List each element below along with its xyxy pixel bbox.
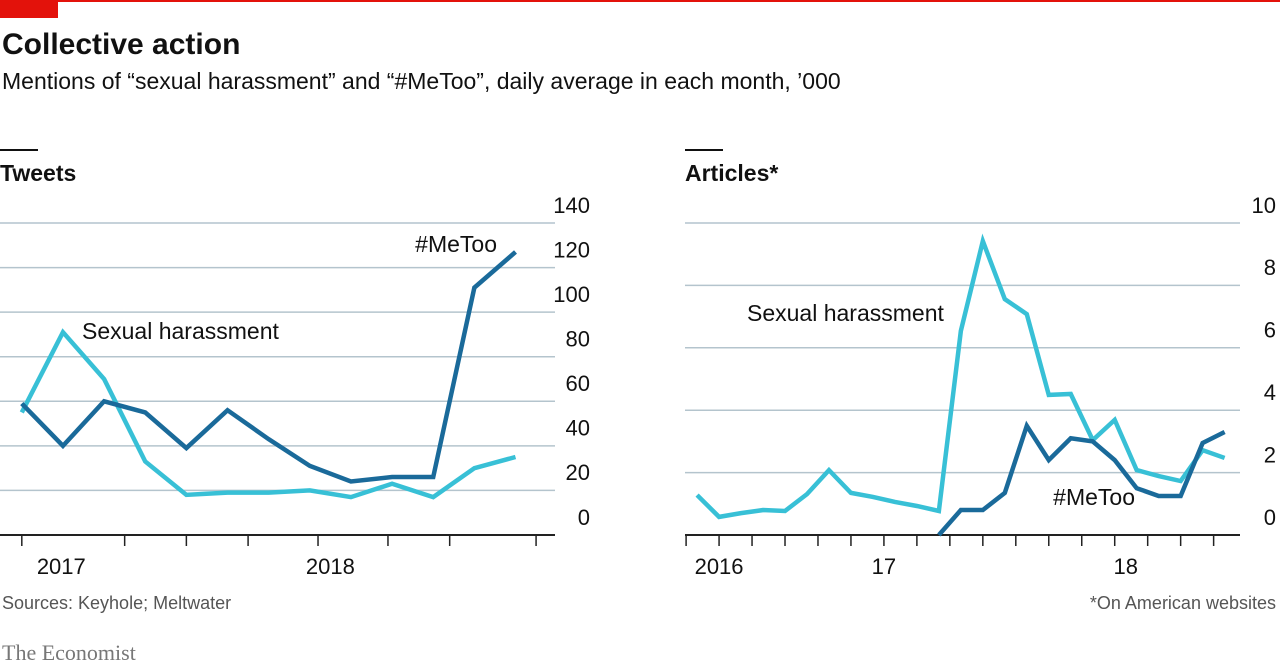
brand: The Economist — [2, 640, 136, 665]
x-tick-label: 2017 — [37, 554, 86, 579]
title: Collective action — [2, 28, 240, 61]
panel-rule — [685, 149, 723, 151]
series-line — [19, 328, 517, 500]
y-tick-label: 100 — [553, 282, 590, 307]
y-tick-label: 8 — [1264, 255, 1276, 280]
x-tick-label: 2016 — [695, 554, 744, 579]
top-rule — [0, 0, 1280, 2]
y-tick-label: 0 — [578, 505, 590, 530]
panel-title: Tweets — [0, 160, 76, 186]
y-tick-label: 120 — [553, 237, 590, 262]
red-tag — [0, 0, 58, 18]
series-label: Sexual harassment — [82, 318, 279, 344]
y-tick-label: 4 — [1264, 380, 1276, 405]
x-tick-label: 17 — [872, 554, 896, 579]
series-label: #MeToo — [1053, 484, 1135, 510]
y-tick-label: 40 — [566, 416, 590, 441]
series-line — [695, 233, 1226, 520]
footnote: *On American websites — [1090, 593, 1276, 613]
subtitle: Mentions of “sexual harassment” and “#Me… — [2, 68, 841, 94]
y-tick-label: 0 — [1264, 505, 1276, 530]
series-label: Sexual harassment — [747, 300, 944, 326]
panel-rule — [0, 149, 38, 151]
series-label: #MeToo — [415, 231, 497, 257]
y-tick-label: 10 — [1252, 193, 1276, 218]
source: Sources: Keyhole; Meltwater — [2, 593, 231, 613]
series-line — [937, 420, 1226, 537]
y-tick-label: 6 — [1264, 318, 1276, 343]
x-tick-label: 2018 — [306, 554, 355, 579]
y-tick-label: 140 — [553, 193, 590, 218]
y-tick-label: 20 — [566, 460, 590, 485]
panel-title: Articles* — [685, 160, 778, 186]
y-tick-label: 80 — [566, 327, 590, 352]
x-tick-label: 18 — [1113, 554, 1137, 579]
y-tick-label: 2 — [1264, 442, 1276, 467]
y-tick-label: 60 — [566, 371, 590, 396]
series-line — [20, 250, 517, 484]
